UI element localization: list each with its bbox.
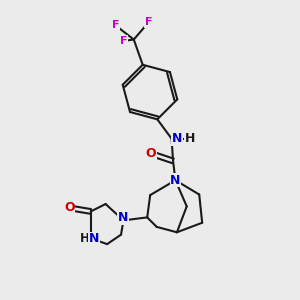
Text: F: F bbox=[145, 17, 152, 27]
Text: N: N bbox=[89, 232, 100, 245]
Text: H: H bbox=[80, 232, 90, 245]
Text: F: F bbox=[112, 20, 119, 30]
Text: N: N bbox=[172, 132, 182, 145]
Text: O: O bbox=[64, 201, 75, 214]
Text: O: O bbox=[146, 147, 156, 160]
Text: F: F bbox=[120, 36, 127, 46]
Text: N: N bbox=[170, 174, 181, 187]
Text: H: H bbox=[185, 132, 196, 145]
Text: N: N bbox=[118, 212, 128, 224]
